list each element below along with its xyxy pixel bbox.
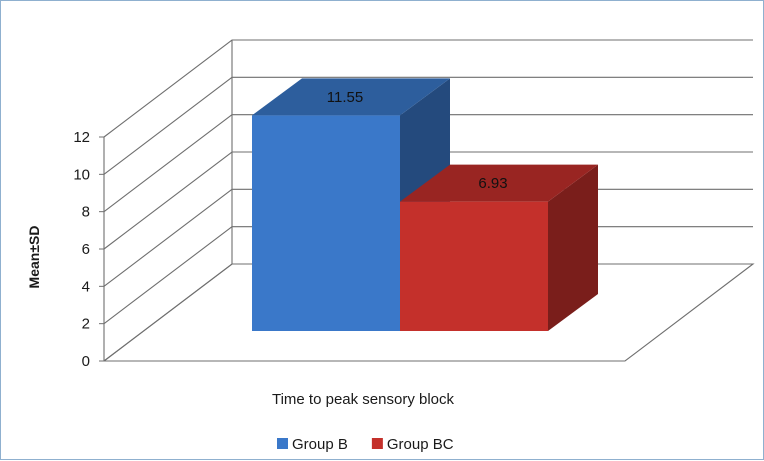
data-label-group-b: 11.55 xyxy=(327,89,363,106)
y-tick-label-2: 2 xyxy=(82,316,90,333)
bar-top-face xyxy=(400,164,598,202)
floor-plane xyxy=(102,263,755,362)
x-axis-label: Time to peak sensory block xyxy=(272,391,455,408)
data-label-group-bc: 6.93 xyxy=(478,175,507,192)
bar-top-face xyxy=(252,78,450,116)
y-tick-label-4: 4 xyxy=(82,278,90,295)
bar-front-face xyxy=(400,201,548,331)
gridlines xyxy=(103,39,753,362)
legend-item-group-bc: Group BC xyxy=(371,436,454,453)
bar-side-face xyxy=(548,164,598,331)
legend-label: Group B xyxy=(292,436,348,453)
y-tick-label-10: 10 xyxy=(73,166,90,183)
legend-item-group-b: Group B xyxy=(277,436,348,453)
y-tick-label-8: 8 xyxy=(82,204,90,221)
legend-label: Group BC xyxy=(387,436,454,453)
legend-swatch xyxy=(277,438,288,449)
y-axis-title: Mean±SD xyxy=(26,226,42,289)
y-tick-label-12: 12 xyxy=(73,129,90,146)
bar-front-face xyxy=(252,115,400,332)
y-tick-label-0: 0 xyxy=(82,353,90,370)
legend-swatch xyxy=(371,438,383,449)
y-tick-label-6: 6 xyxy=(82,241,90,258)
y-tick-labels: 0 2 4 6 8 10 12 xyxy=(73,129,104,370)
chart-floor xyxy=(102,263,755,362)
bars xyxy=(252,78,598,332)
legend: Group B Group BC xyxy=(277,436,454,453)
bar-group-bc xyxy=(400,164,598,331)
data-labels: 11.55 6.93 xyxy=(327,89,508,192)
